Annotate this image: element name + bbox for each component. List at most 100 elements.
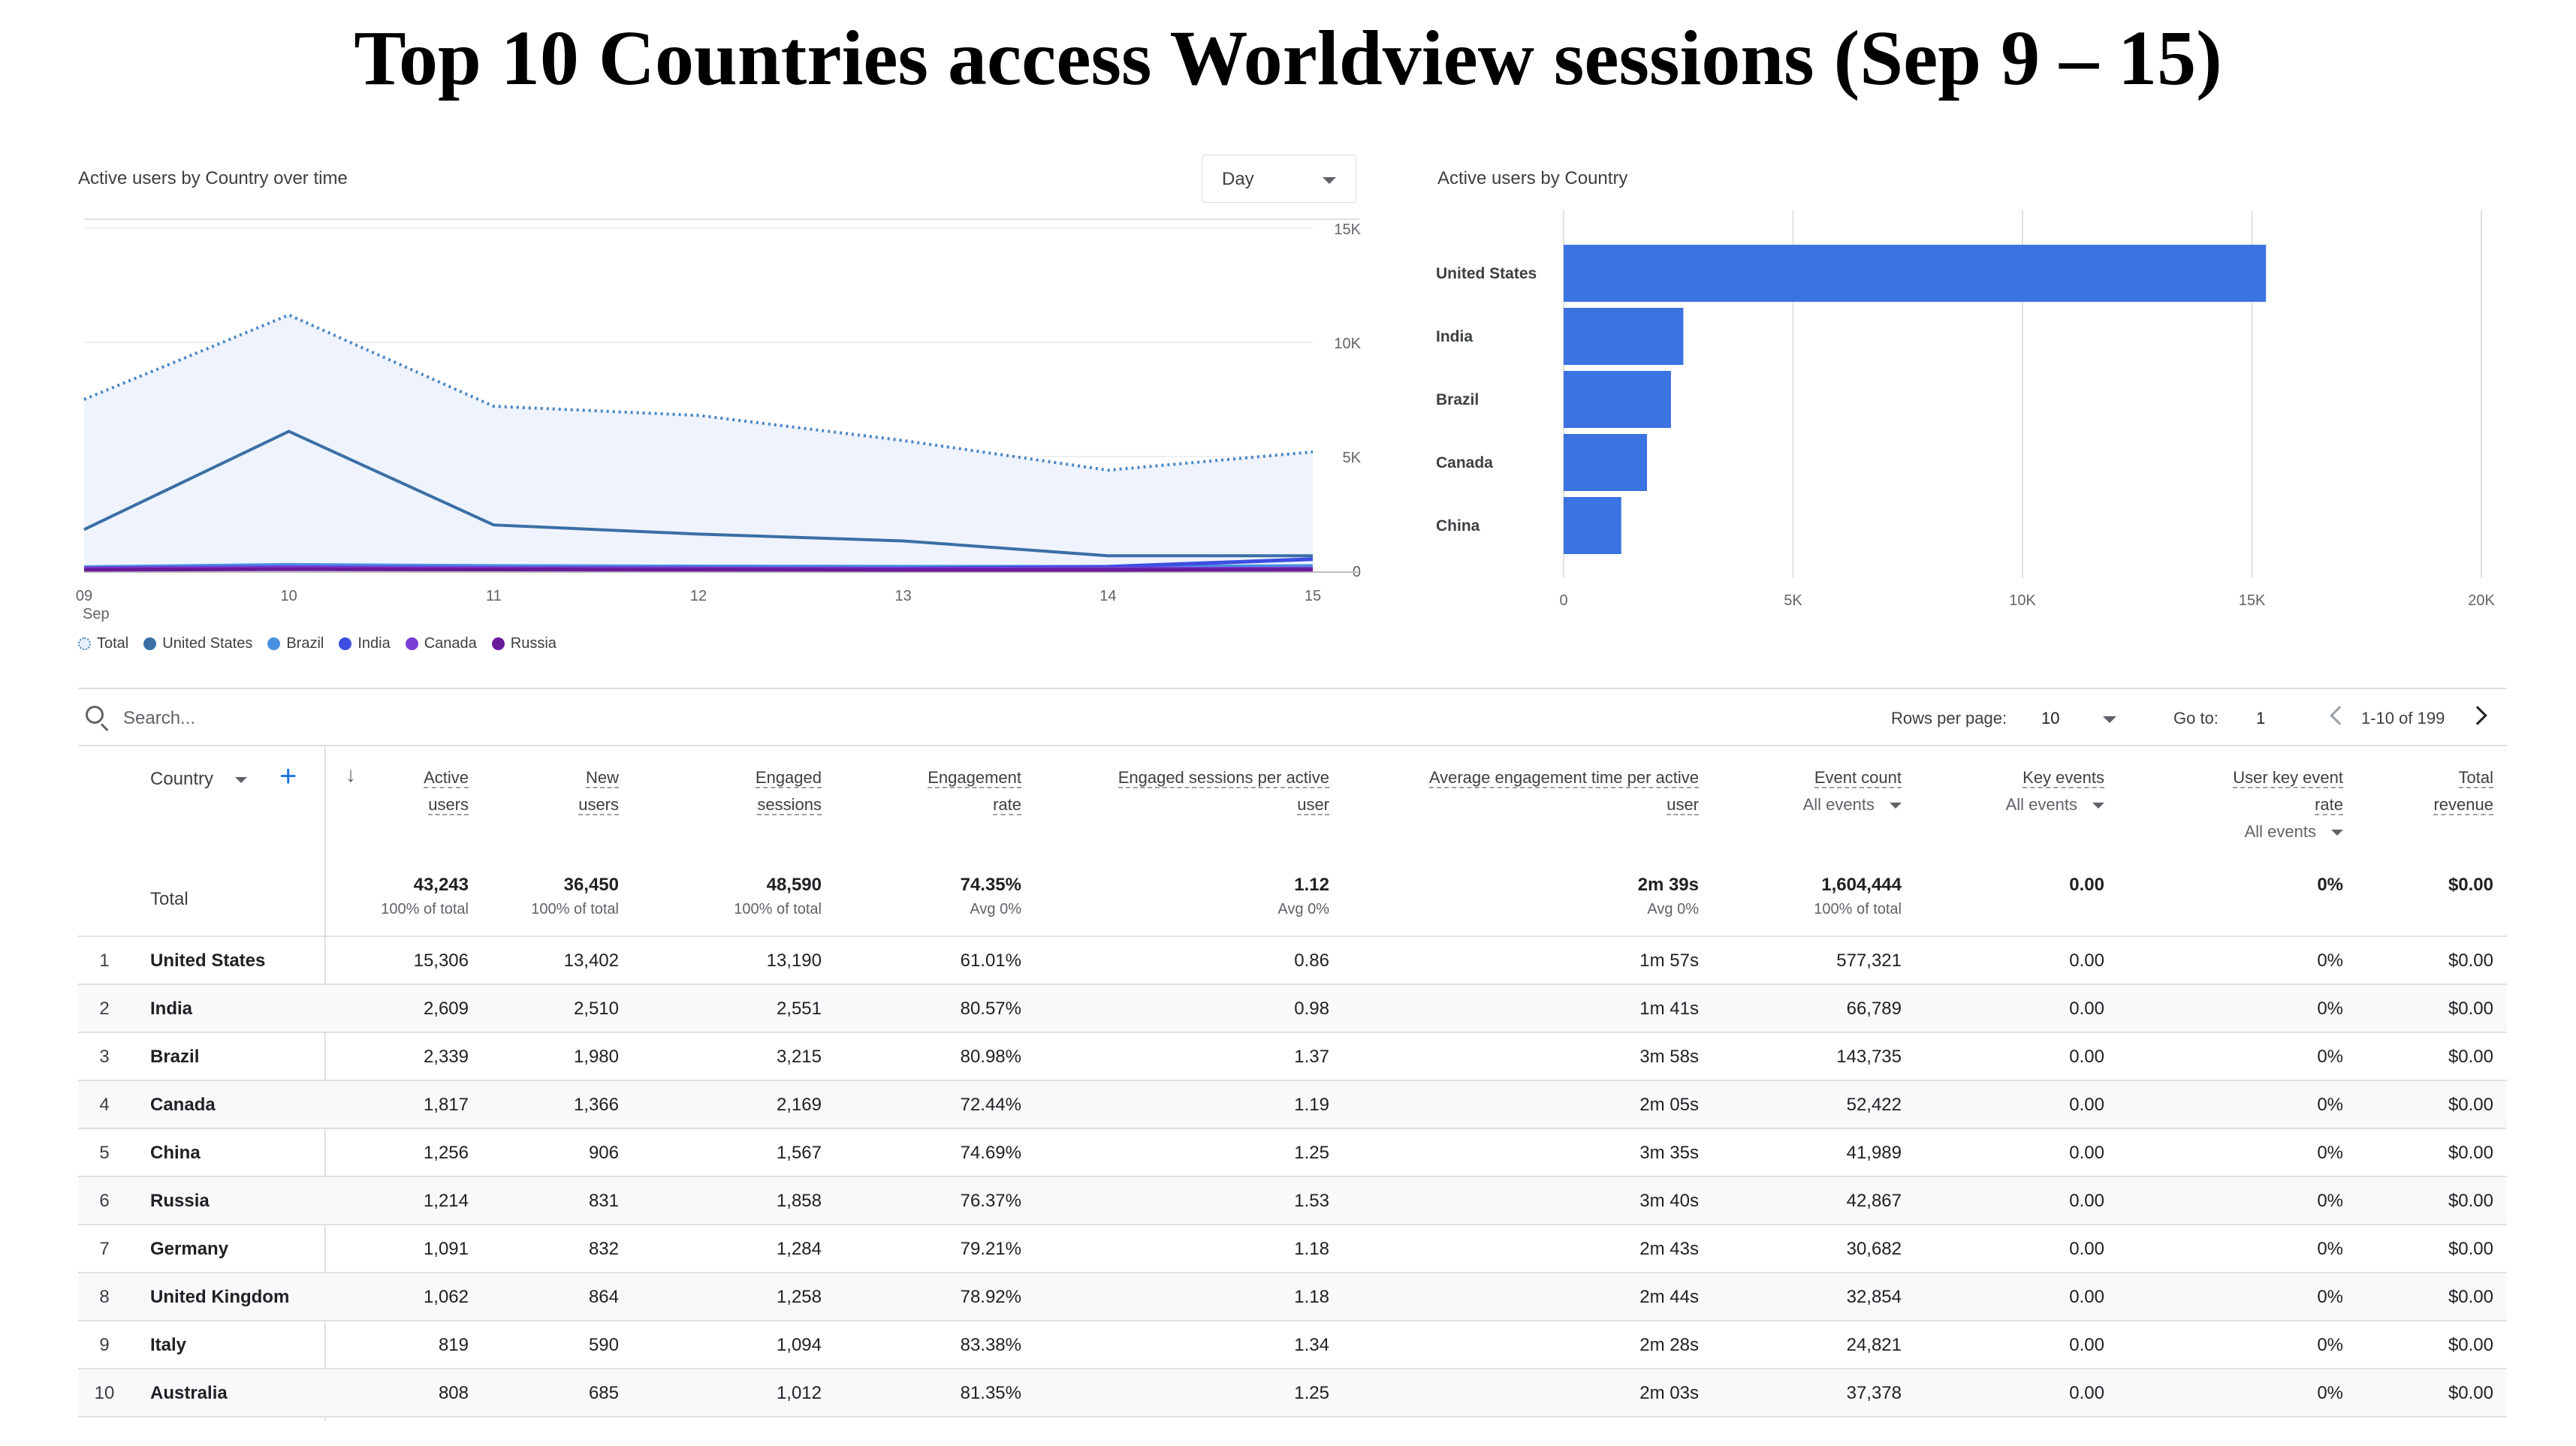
legend-item[interactable]: Russia <box>491 635 557 652</box>
country-name[interactable]: China <box>150 1143 201 1163</box>
cell-revenue: $0.00 <box>2448 1143 2493 1163</box>
column-header-key-events[interactable]: Key events All events <box>1909 764 2104 818</box>
country-name[interactable]: Italy <box>150 1335 187 1355</box>
table-row[interactable]: 5 China 1,256 906 1,567 74.69% 1.25 3m 35s 41,98… <box>78 1129 2507 1177</box>
table-row[interactable]: 4 Canada 1,817 1,366 2,169 72.44% 1.19 2m 05s 52… <box>78 1081 2507 1129</box>
x-tick-label: 15K <box>2239 592 2266 609</box>
cell-revenue: $0.00 <box>2448 1047 2493 1067</box>
legend-item[interactable]: Brazil <box>267 635 324 652</box>
cell-engaged-sessions: 1,858 <box>776 1191 822 1211</box>
legend-item[interactable]: Total <box>78 635 128 652</box>
cell-engaged-sessions: 1,567 <box>776 1143 822 1163</box>
cell-engaged-sessions: 2,169 <box>776 1095 822 1115</box>
cell-key-events: 0.00 <box>2069 999 2104 1019</box>
cell-new-users: 590 <box>588 1335 619 1355</box>
bar-united-states <box>1564 245 2267 302</box>
granularity-select[interactable]: Day <box>1202 155 1356 203</box>
bar-brazil <box>1564 371 1671 428</box>
sort-arrow-icon[interactable]: ↓ <box>345 763 356 786</box>
column-header-avg-time[interactable]: Average engagement time per active user <box>1308 764 1699 818</box>
search-input[interactable] <box>123 703 649 734</box>
country-name[interactable]: Brazil <box>150 1047 200 1067</box>
table-row[interactable]: 7 Germany 1,091 832 1,284 79.21% 1.18 2m 43s 30,… <box>78 1225 2507 1273</box>
goto-label: Go to: <box>2173 709 2219 728</box>
country-name[interactable]: Canada <box>150 1095 216 1115</box>
legend-label: United States <box>162 635 253 652</box>
bar-chart-title: Active users by Country <box>1437 168 1628 188</box>
country-name[interactable]: India <box>150 999 193 1019</box>
country-name[interactable]: Germany <box>150 1239 229 1259</box>
legend-swatch <box>78 637 91 650</box>
country-name[interactable]: Russia <box>150 1191 210 1211</box>
table-row[interactable]: 8 United Kingdom 1,062 864 1,258 78.92% 1.18 2m… <box>78 1273 2507 1321</box>
chevron-down-icon[interactable] <box>2331 830 2343 836</box>
y-tick-label: 15K <box>1334 221 1361 238</box>
row-index: 10 <box>94 1383 115 1403</box>
cell-revenue: $0.00 <box>2448 1191 2493 1211</box>
x-tick-label: 13 <box>895 588 912 604</box>
table-row[interactable]: 1 United States 15,306 13,402 13,190 61.01% 0.… <box>78 937 2507 985</box>
total-event-count: 1,604,444 100% of total <box>1691 872 1902 920</box>
chevron-down-icon[interactable] <box>1890 803 1902 809</box>
chevron-down-icon[interactable] <box>2092 803 2104 809</box>
country-name[interactable]: United Kingdom <box>150 1287 290 1307</box>
column-header-engaged-sessions[interactable]: Engaged sessions <box>596 764 822 818</box>
dimension-select[interactable]: Country <box>150 769 247 790</box>
table-row[interactable]: 6 Russia 1,214 831 1,858 76.37% 1.53 3m 40s 42,8… <box>78 1177 2507 1225</box>
cell-sessions-per-user: 1.34 <box>1294 1335 1329 1355</box>
cell-engagement-rate: 81.35% <box>960 1383 1021 1403</box>
chevron-down-icon[interactable] <box>2103 716 2116 723</box>
cell-engagement-rate: 83.38% <box>960 1335 1021 1355</box>
cell-user-key-rate: 0% <box>2317 1047 2343 1067</box>
column-header-new-users[interactable]: New users <box>469 764 619 818</box>
cell-sessions-per-user: 1.18 <box>1294 1287 1329 1307</box>
cell-new-users: 832 <box>588 1239 619 1259</box>
column-header-user-key-rate[interactable]: User key event rate All events <box>2103 764 2343 845</box>
search-icon[interactable] <box>86 706 111 732</box>
legend-item[interactable]: United States <box>143 635 252 652</box>
chevron-down-icon[interactable] <box>234 776 247 783</box>
cell-key-events: 0.00 <box>2069 1239 2104 1259</box>
row-index: 1 <box>99 950 110 971</box>
total-engaged-sessions: 48,590 100% of total <box>596 872 822 920</box>
legend-swatch <box>405 637 418 650</box>
x-tick-label: 10 <box>281 588 297 604</box>
table-row[interactable]: 10 Australia 808 685 1,012 81.35% 1.25 2m 03s 37… <box>78 1369 2507 1417</box>
cell-active-users: 1,214 <box>423 1191 469 1211</box>
event-filter-select[interactable]: All events <box>1909 791 2104 818</box>
table-row[interactable]: 3 Brazil 2,339 1,980 3,215 80.98% 1.37 3m 58s 14… <box>78 1033 2507 1081</box>
add-dimension-icon[interactable]: + <box>279 760 297 793</box>
column-header-revenue[interactable]: Total revenue <box>2343 764 2493 818</box>
legend-item[interactable]: India <box>339 635 391 652</box>
column-header-text: Engaged sessions per active <box>1118 768 1329 788</box>
rows-per-page-label: Rows per page: <box>1891 709 2007 728</box>
country-name[interactable]: United States <box>150 950 266 971</box>
row-index: 6 <box>99 1191 110 1211</box>
rows-per-page-select[interactable]: 10 <box>2041 709 2060 728</box>
cell-engagement-rate: 79.21% <box>960 1239 1021 1259</box>
column-header-engagement-rate[interactable]: Engagement rate <box>822 764 1021 818</box>
country-name[interactable]: Australia <box>150 1383 228 1403</box>
totals-row: Total 43,243 100% of total 36,450 100% of t… <box>78 865 2507 937</box>
legend-label: Russia <box>510 635 557 652</box>
total-subtext: 100% of total <box>734 901 822 917</box>
total-revenue: $0.00 <box>2343 872 2493 898</box>
next-page-icon[interactable] <box>2468 706 2487 725</box>
x-tick-label: 15 <box>1305 588 1321 604</box>
column-header-active-users[interactable]: Active users <box>303 764 469 818</box>
column-header-event-count[interactable]: Event count All events <box>1691 764 1902 818</box>
table-row[interactable]: 2 India 2,609 2,510 2,551 80.57% 0.98 1m 41s 66,… <box>78 985 2507 1033</box>
legend-swatch <box>339 637 352 650</box>
legend-item[interactable]: Canada <box>405 635 477 652</box>
column-header-sessions-per-user[interactable]: Engaged sessions per active user <box>999 764 1329 818</box>
series-line-united-states <box>83 429 1313 558</box>
total-subtext: Avg 0% <box>1277 901 1329 917</box>
prev-page-icon[interactable] <box>2330 706 2349 725</box>
goto-input[interactable]: 1 <box>2256 709 2266 728</box>
table-row[interactable]: 9 Italy 819 590 1,094 83.38% 1.34 2m 28s 24,821 0… <box>78 1321 2507 1369</box>
chevron-down-icon[interactable] <box>1323 177 1336 184</box>
event-filter-select[interactable]: All events <box>1691 791 1902 818</box>
event-filter-select[interactable]: All events <box>2103 818 2343 845</box>
category-label: China <box>1436 517 1480 535</box>
total-avg-time: 2m 39s Avg 0% <box>1308 872 1699 920</box>
